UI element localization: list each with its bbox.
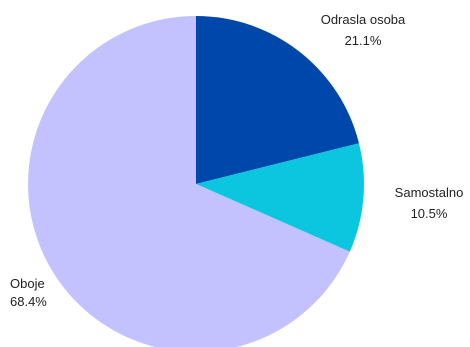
pie-slices — [28, 16, 364, 347]
slice-value-samostalno: 10.5% — [411, 206, 448, 221]
slice-value-oboje: 68.4% — [10, 294, 47, 309]
pie-slice-samostalno — [196, 143, 364, 252]
slice-label-odrasla-osoba: Odrasla osoba — [321, 12, 406, 27]
slice-value-odrasla-osoba: 21.1% — [345, 33, 382, 48]
slice-label-oboje: Oboje — [10, 276, 45, 291]
pie-slice-oboje — [28, 16, 350, 347]
slice-label-samostalno: Samostalno — [395, 185, 464, 200]
pie-slice-odrasla-osoba — [196, 16, 359, 184]
